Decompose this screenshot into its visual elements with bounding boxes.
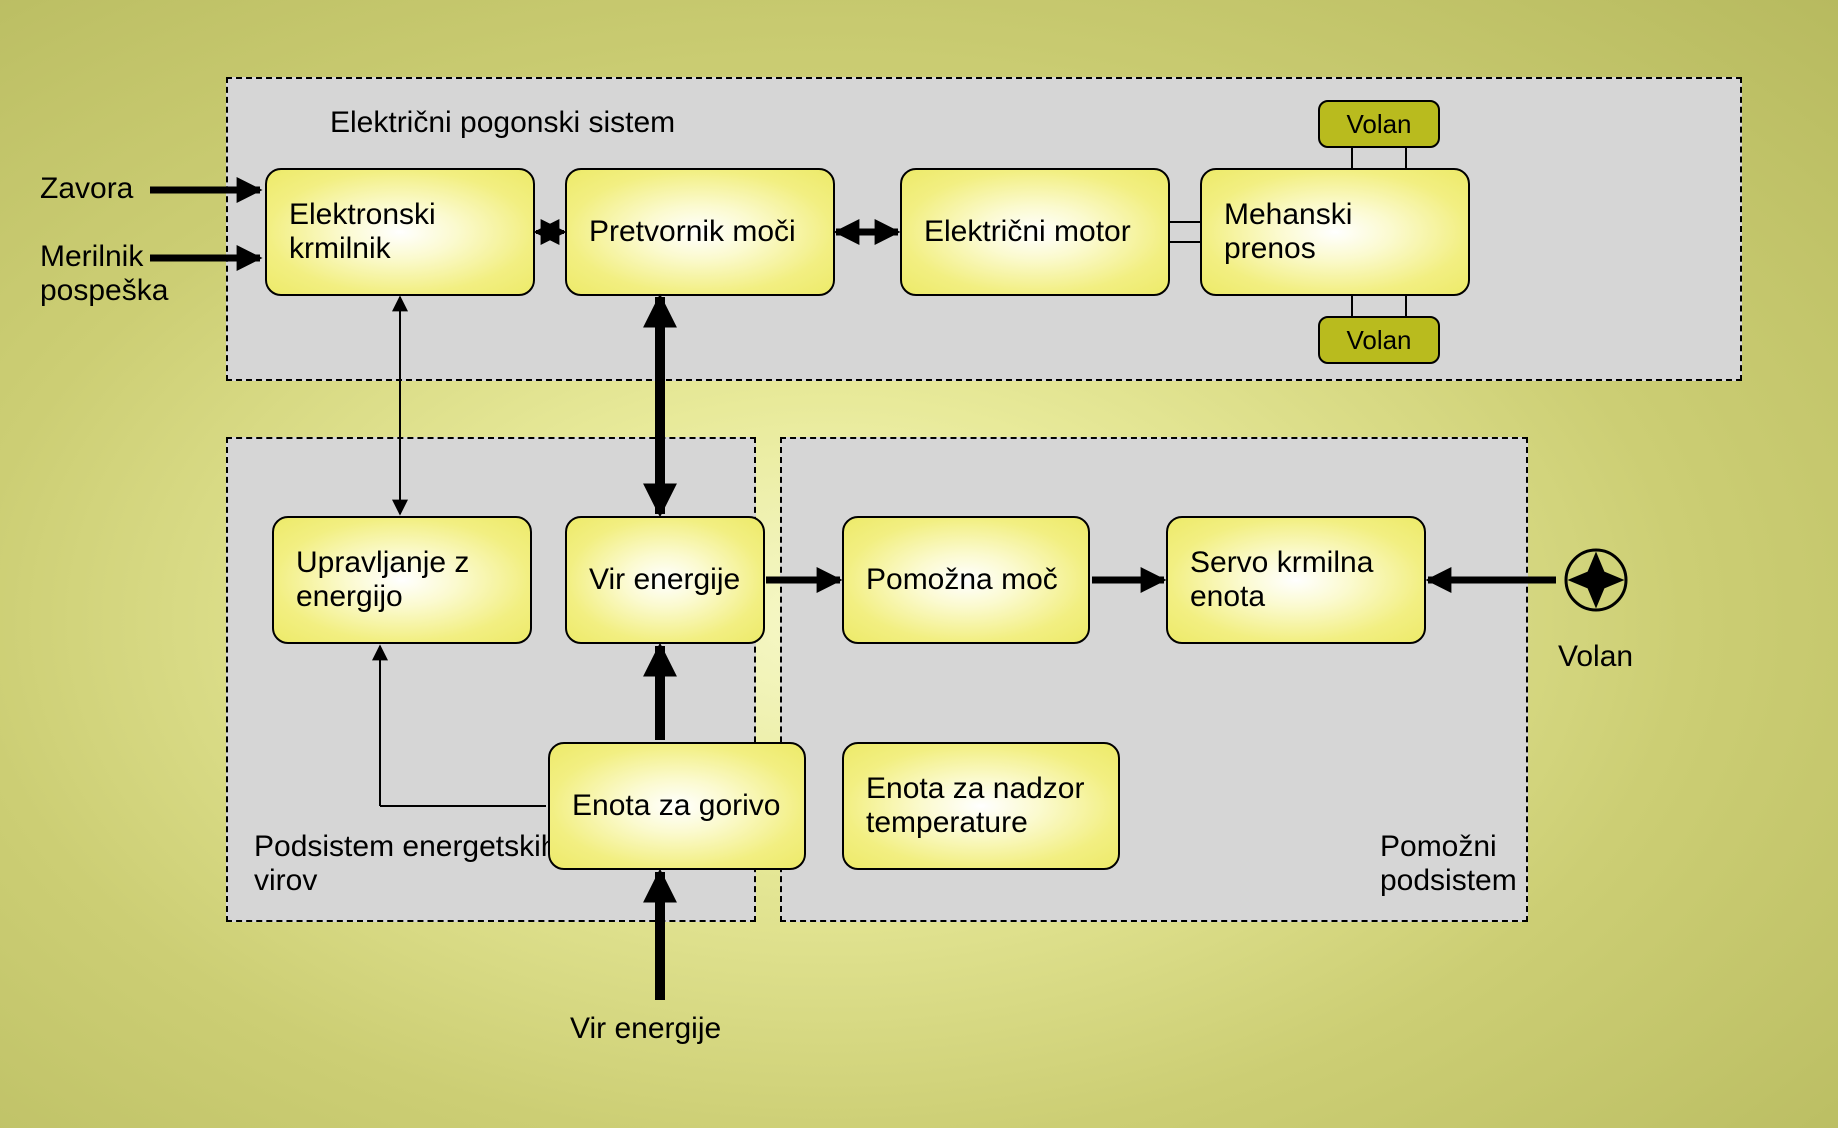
label-volan: Volan [1558, 640, 1633, 674]
diagram-stage: Električni pogonski sistem Podsistem ener… [0, 0, 1838, 1128]
node-pmoc: Pomožna moč [842, 516, 1090, 644]
node-v1: Volan [1318, 100, 1440, 148]
group-title-left: Podsistem energetskih virov [254, 830, 558, 898]
node-ent: Enota za nadzor temperature [842, 742, 1120, 870]
node-mp: Mehanski prenos [1200, 168, 1470, 296]
node-ske: Servo krmilna enota [1166, 516, 1426, 644]
group-title-top: Električni pogonski sistem [330, 106, 675, 140]
label-merilnik: Merilnik pospeška [40, 240, 168, 308]
group-title-right: Pomožni podsistem [1380, 830, 1517, 898]
node-pm: Pretvornik moči [565, 168, 835, 296]
node-ve: Vir energije [565, 516, 765, 644]
label-zavora: Zavora [40, 172, 133, 206]
node-ue: Upravljanje z energijo [272, 516, 532, 644]
node-v2: Volan [1318, 316, 1440, 364]
node-ek: Elektronski krmilnik [265, 168, 535, 296]
label-vir: Vir energije [570, 1012, 721, 1046]
node-eg: Enota za gorivo [548, 742, 806, 870]
node-em: Električni motor [900, 168, 1170, 296]
compass-icon [1566, 550, 1626, 610]
